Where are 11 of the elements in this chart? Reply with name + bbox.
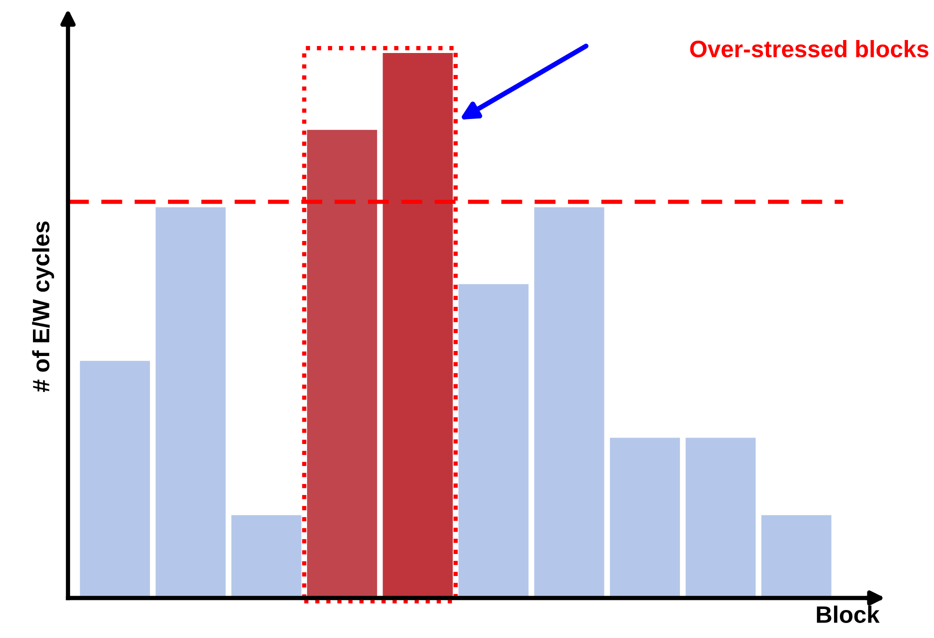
y-axis-title: # of E/W cycles (32, 221, 54, 392)
bar (458, 284, 529, 598)
bar (80, 360, 150, 598)
annotation: Over-stressed blocks (690, 40, 928, 58)
bar (156, 207, 226, 598)
bar (231, 515, 302, 598)
bar (534, 207, 604, 598)
x-axis-title: Block (816, 606, 880, 623)
bar (610, 438, 680, 598)
bar (686, 438, 756, 598)
bar (761, 515, 832, 598)
